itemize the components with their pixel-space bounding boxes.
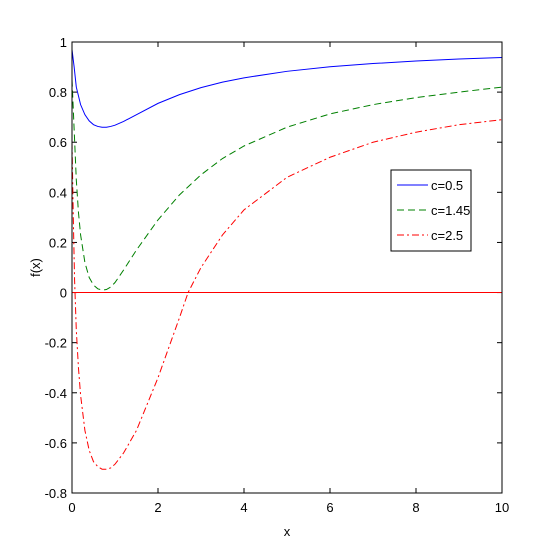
legend-label-1: c=0.5 bbox=[431, 178, 463, 193]
y-tick-label: 0.4 bbox=[49, 185, 67, 200]
y-tick-label: -0.6 bbox=[45, 436, 67, 451]
legend-box bbox=[390, 169, 472, 252]
x-tick-label: 4 bbox=[240, 500, 247, 515]
y-tick-label: 0 bbox=[60, 286, 67, 301]
x-tick-label: 6 bbox=[326, 500, 333, 515]
x-axis-label: x bbox=[284, 524, 291, 539]
y-tick-label: -0.8 bbox=[45, 486, 67, 501]
x-tick-label: 2 bbox=[154, 500, 161, 515]
y-tick-label: 0.2 bbox=[49, 235, 67, 250]
legend-label-3: c=2.5 bbox=[431, 228, 463, 243]
legend-label-2: c=1.45 bbox=[431, 203, 470, 218]
y-tick-label: 1 bbox=[60, 35, 67, 50]
legend: c=0.5 c=1.45 c=2.5 bbox=[390, 169, 472, 252]
y-tick-label: -0.2 bbox=[45, 336, 67, 351]
y-tick-label: 0.8 bbox=[49, 85, 67, 100]
x-tick-label: 8 bbox=[412, 500, 419, 515]
tick-labels: 0 2 4 6 8 10 -0.8 -0.6 -0.4 -0.2 0 0.2 0.4 0.6 0.8 1 bbox=[45, 35, 510, 515]
axes-frame bbox=[71, 41, 503, 494]
y-tick-label: -0.4 bbox=[45, 386, 67, 401]
x-tick-label: 10 bbox=[495, 500, 509, 515]
y-axis-label: f(x) bbox=[28, 258, 43, 277]
series-layer bbox=[71, 49, 503, 470]
series-line-2 bbox=[71, 79, 503, 291]
y-tick-label: 0.6 bbox=[49, 135, 67, 150]
x-tick-label: 0 bbox=[68, 500, 75, 515]
series-line-1 bbox=[71, 49, 503, 128]
